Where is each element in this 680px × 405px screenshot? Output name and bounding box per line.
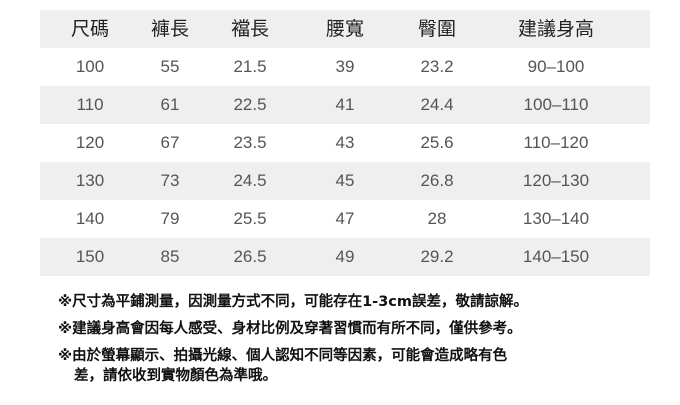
header-row: 尺碼 褲長 襠長 腰寬 臀圍 建議身高 <box>40 10 650 48</box>
table-row: 150 85 26.5 49 29.2 140–150 <box>40 238 650 276</box>
table-cell: 25.5 <box>233 209 267 228</box>
table-cell: 120–130 <box>522 171 590 190</box>
table-row: 140 79 25.5 47 28 130–140 <box>40 200 650 238</box>
note-height: ※建議身高會因每人感受、身材比例及穿著習慣而有所不同，僅供參考。 <box>58 321 522 337</box>
table-cell: 140–150 <box>522 247 590 266</box>
note-color-continued: 差，請依收到實物顏色為準哦。 <box>74 368 277 384</box>
table-cell: 47 <box>335 209 355 228</box>
table-cell: 67 <box>160 133 180 152</box>
column-header: 襠長 <box>230 18 270 40</box>
table-cell: 120 <box>75 133 105 152</box>
table-cell: 140 <box>75 209 105 228</box>
notes: ※尺寸為平鋪測量，因測量方式不同，可能存在1-3cm誤差，敬請諒解。 ※建議身高… <box>58 289 528 387</box>
column-header: 建議身高 <box>517 18 595 40</box>
table-cell: 79 <box>160 209 180 228</box>
table-row: 100 55 21.5 39 23.2 90–100 <box>40 48 650 86</box>
table-row: 130 73 24.5 45 26.8 120–130 <box>40 162 650 200</box>
table-cell: 23.5 <box>233 133 267 152</box>
table-cell: 28 <box>427 209 447 228</box>
table-cell: 26.8 <box>420 171 454 190</box>
table-cell: 26.5 <box>233 247 267 266</box>
column-header: 褲長 <box>150 18 190 40</box>
table-cell: 22.5 <box>233 95 267 114</box>
table-cell: 110–120 <box>523 133 589 152</box>
table-cell: 49 <box>335 247 355 266</box>
table-cell: 150 <box>75 247 105 266</box>
table-cell: 45 <box>335 171 355 190</box>
table-cell: 73 <box>160 171 180 190</box>
table-cell: 85 <box>160 247 180 266</box>
table-cell: 55 <box>160 57 180 76</box>
table-cell: 100–110 <box>523 95 589 114</box>
table-row: 120 67 23.5 43 25.6 110–120 <box>40 124 650 162</box>
table-row: 110 61 22.5 41 24.4 100–110 <box>40 86 650 124</box>
column-header: 臀圍 <box>417 18 457 40</box>
table-cell: 90–100 <box>527 57 585 76</box>
table-cell: 23.2 <box>420 57 454 76</box>
note-measurement: ※尺寸為平鋪測量，因測量方式不同，可能存在1-3cm誤差，敬請諒解。 <box>58 294 528 310</box>
column-header: 尺碼 <box>70 18 110 40</box>
table-cell: 25.6 <box>420 133 454 152</box>
table-cell: 39 <box>335 57 355 76</box>
table-cell: 24.4 <box>420 95 454 114</box>
table-cell: 100 <box>75 57 105 76</box>
table-cell: 130–140 <box>522 209 590 228</box>
table-cell: 24.5 <box>233 171 267 190</box>
table-cell: 41 <box>335 95 355 114</box>
table-cell: 21.5 <box>233 57 267 76</box>
table-cell: 43 <box>335 133 355 152</box>
table-cell: 29.2 <box>420 247 454 266</box>
table-cell: 61 <box>160 95 180 114</box>
table-cell: 110 <box>76 95 104 114</box>
size-chart-table: 尺碼 褲長 襠長 腰寬 臀圍 建議身高 100 55 21.5 39 23.2 90–100 110 61… <box>40 10 650 276</box>
note-color: ※由於螢幕顯示、拍攝光線、個人認知不同等因素，可能會造成略有色 <box>58 348 508 364</box>
table-cell: 130 <box>75 171 105 190</box>
column-header: 腰寬 <box>325 18 365 40</box>
